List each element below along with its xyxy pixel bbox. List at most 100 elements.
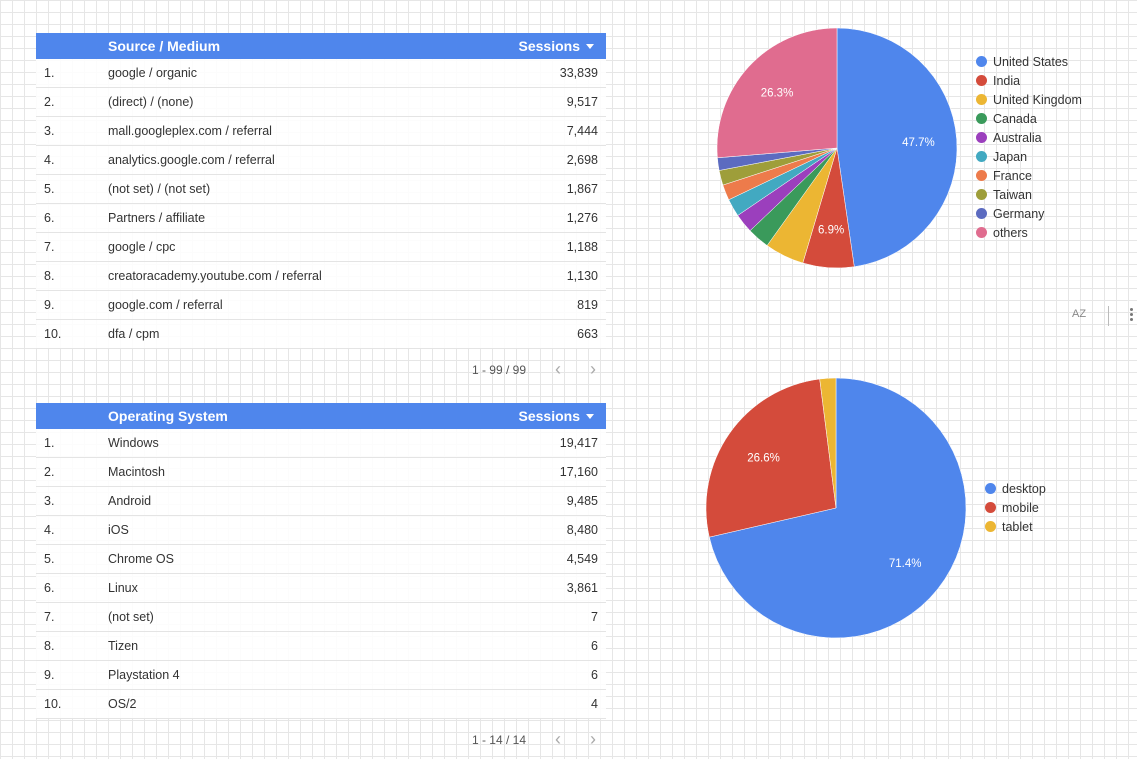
table-row[interactable]: 7. (not set) 7 xyxy=(36,603,606,632)
table-row[interactable]: 1. google / organic 33,839 xyxy=(36,59,606,88)
toolbar-divider xyxy=(1108,306,1109,326)
country-legend: United States India United Kingdom Canada Au… xyxy=(976,52,1082,242)
table-row[interactable]: 4. analytics.google.com / referral 2,698 xyxy=(36,146,606,175)
pie-slice-tablet[interactable] xyxy=(819,377,837,509)
legend-label: Australia xyxy=(993,130,1042,145)
sort-desc-icon xyxy=(586,414,594,419)
row-dimension: Linux xyxy=(108,581,138,595)
chevron-right-icon[interactable]: › xyxy=(590,359,596,379)
row-dimension: google / organic xyxy=(108,66,197,80)
pie-slice-label: 26.6% xyxy=(747,452,780,464)
table-row[interactable]: 5. (not set) / (not set) 1,867 xyxy=(36,175,606,204)
legend-item[interactable]: tablet xyxy=(985,517,1046,536)
row-sessions: 4,549 xyxy=(566,552,598,566)
pie-slice-desktop[interactable] xyxy=(709,377,967,639)
row-sessions: 17,160 xyxy=(559,465,598,479)
chevron-left-icon[interactable]: ‹ xyxy=(555,359,561,379)
table-row[interactable]: 5. Chrome OS 4,549 xyxy=(36,545,606,574)
legend-item[interactable]: Australia xyxy=(976,128,1082,147)
legend-label: United States xyxy=(993,54,1069,69)
legend-item[interactable]: India xyxy=(976,71,1082,90)
pagination: 1 - 14 / 14 ‹ › xyxy=(36,719,606,759)
pie-slice-united-states[interactable] xyxy=(836,27,958,268)
legend-swatch xyxy=(976,189,987,200)
row-index: 4. xyxy=(44,523,55,537)
sort-az-icon[interactable]: AZ xyxy=(1072,308,1087,320)
country-pie-chart[interactable]: 47.7% 6.9% 26.3% xyxy=(712,23,962,273)
legend-label: France xyxy=(993,168,1032,183)
row-index: 6. xyxy=(44,211,55,225)
table-row[interactable]: 8. creatoracademy.youtube.com / referral 1… xyxy=(36,262,606,291)
table-row[interactable]: 2. (direct) / (none) 9,517 xyxy=(36,88,606,117)
more-vert-icon[interactable] xyxy=(1128,306,1134,326)
dimension-header[interactable]: Source / Medium xyxy=(108,38,221,54)
row-sessions: 7,444 xyxy=(566,124,598,138)
legend-item[interactable]: United States xyxy=(976,52,1082,71)
legend-label: India xyxy=(993,73,1021,88)
table-row[interactable]: 6. Partners / affiliate 1,276 xyxy=(36,204,606,233)
legend-item[interactable]: France xyxy=(976,166,1082,185)
table-row[interactable]: 4. iOS 8,480 xyxy=(36,516,606,545)
row-dimension: Windows xyxy=(108,436,159,450)
legend-swatch xyxy=(976,113,987,124)
row-dimension: Playstation 4 xyxy=(108,668,180,682)
row-index: 5. xyxy=(44,552,55,566)
table-row[interactable]: 7. google / cpc 1,188 xyxy=(36,233,606,262)
legend-swatch xyxy=(976,208,987,219)
legend-item[interactable]: others xyxy=(976,223,1082,242)
row-sessions: 33,839 xyxy=(559,66,598,80)
pie-slice-others[interactable] xyxy=(716,27,838,159)
legend-item[interactable]: Japan xyxy=(976,147,1082,166)
legend-item[interactable]: Canada xyxy=(976,109,1082,128)
table-header: Operating System Sessions xyxy=(36,403,606,429)
operating-system-table: Operating System Sessions 1. Windows 19,41… xyxy=(36,403,606,759)
row-dimension: iOS xyxy=(108,523,129,537)
row-dimension: (not set) / (not set) xyxy=(108,182,211,196)
row-dimension: Partners / affiliate xyxy=(108,211,206,225)
sessions-sort-header[interactable]: Sessions xyxy=(519,408,594,424)
table-row[interactable]: 9. google.com / referral 819 xyxy=(36,291,606,320)
table-row[interactable]: 1. Windows 19,417 xyxy=(36,429,606,458)
device-category-pie-chart[interactable]: 71.4% 26.6% xyxy=(701,373,971,643)
legend-swatch xyxy=(985,483,996,494)
chevron-left-icon[interactable]: ‹ xyxy=(555,729,561,749)
legend-swatch xyxy=(985,502,996,513)
metric-header: Sessions xyxy=(518,408,580,424)
row-dimension: (direct) / (none) xyxy=(108,95,194,109)
table-row[interactable]: 3. Android 9,485 xyxy=(36,487,606,516)
legend-swatch xyxy=(976,227,987,238)
pie-slice-label: 71.4% xyxy=(889,558,922,570)
table-row[interactable]: 10. OS/2 4 xyxy=(36,690,606,719)
row-sessions: 3,861 xyxy=(566,581,598,595)
legend-item[interactable]: mobile xyxy=(985,498,1046,517)
legend-item[interactable]: United Kingdom xyxy=(976,90,1082,109)
legend-item[interactable]: desktop xyxy=(985,479,1046,498)
legend-label: Canada xyxy=(993,111,1037,126)
chevron-right-icon[interactable]: › xyxy=(590,729,596,749)
table-row[interactable]: 8. Tizen 6 xyxy=(36,632,606,661)
row-index: 3. xyxy=(44,494,55,508)
row-dimension: Tizen xyxy=(108,639,139,653)
row-sessions: 4 xyxy=(591,697,598,711)
row-sessions: 9,485 xyxy=(566,494,598,508)
pie-slice-mobile[interactable] xyxy=(705,378,837,538)
legend-label: others xyxy=(993,225,1028,240)
row-index: 8. xyxy=(44,269,55,283)
dimension-header[interactable]: Operating System xyxy=(108,408,228,424)
table-row[interactable]: 3. mall.googleplex.com / referral 7,444 xyxy=(36,117,606,146)
table-row[interactable]: 10. dfa / cpm 663 xyxy=(36,320,606,349)
sessions-sort-header[interactable]: Sessions xyxy=(519,38,594,54)
legend-item[interactable]: Taiwan xyxy=(976,185,1082,204)
legend-item[interactable]: Germany xyxy=(976,204,1082,223)
device-legend: desktop mobile tablet xyxy=(985,479,1046,536)
row-sessions: 9,517 xyxy=(566,95,598,109)
table-row[interactable]: 9. Playstation 4 6 xyxy=(36,661,606,690)
row-sessions: 19,417 xyxy=(559,436,598,450)
row-index: 10. xyxy=(44,327,62,341)
table-row[interactable]: 2. Macintosh 17,160 xyxy=(36,458,606,487)
row-index: 6. xyxy=(44,581,55,595)
row-dimension: Macintosh xyxy=(108,465,165,479)
table-row[interactable]: 6. Linux 3,861 xyxy=(36,574,606,603)
row-dimension: OS/2 xyxy=(108,697,137,711)
table-header: Source / Medium Sessions xyxy=(36,33,606,59)
